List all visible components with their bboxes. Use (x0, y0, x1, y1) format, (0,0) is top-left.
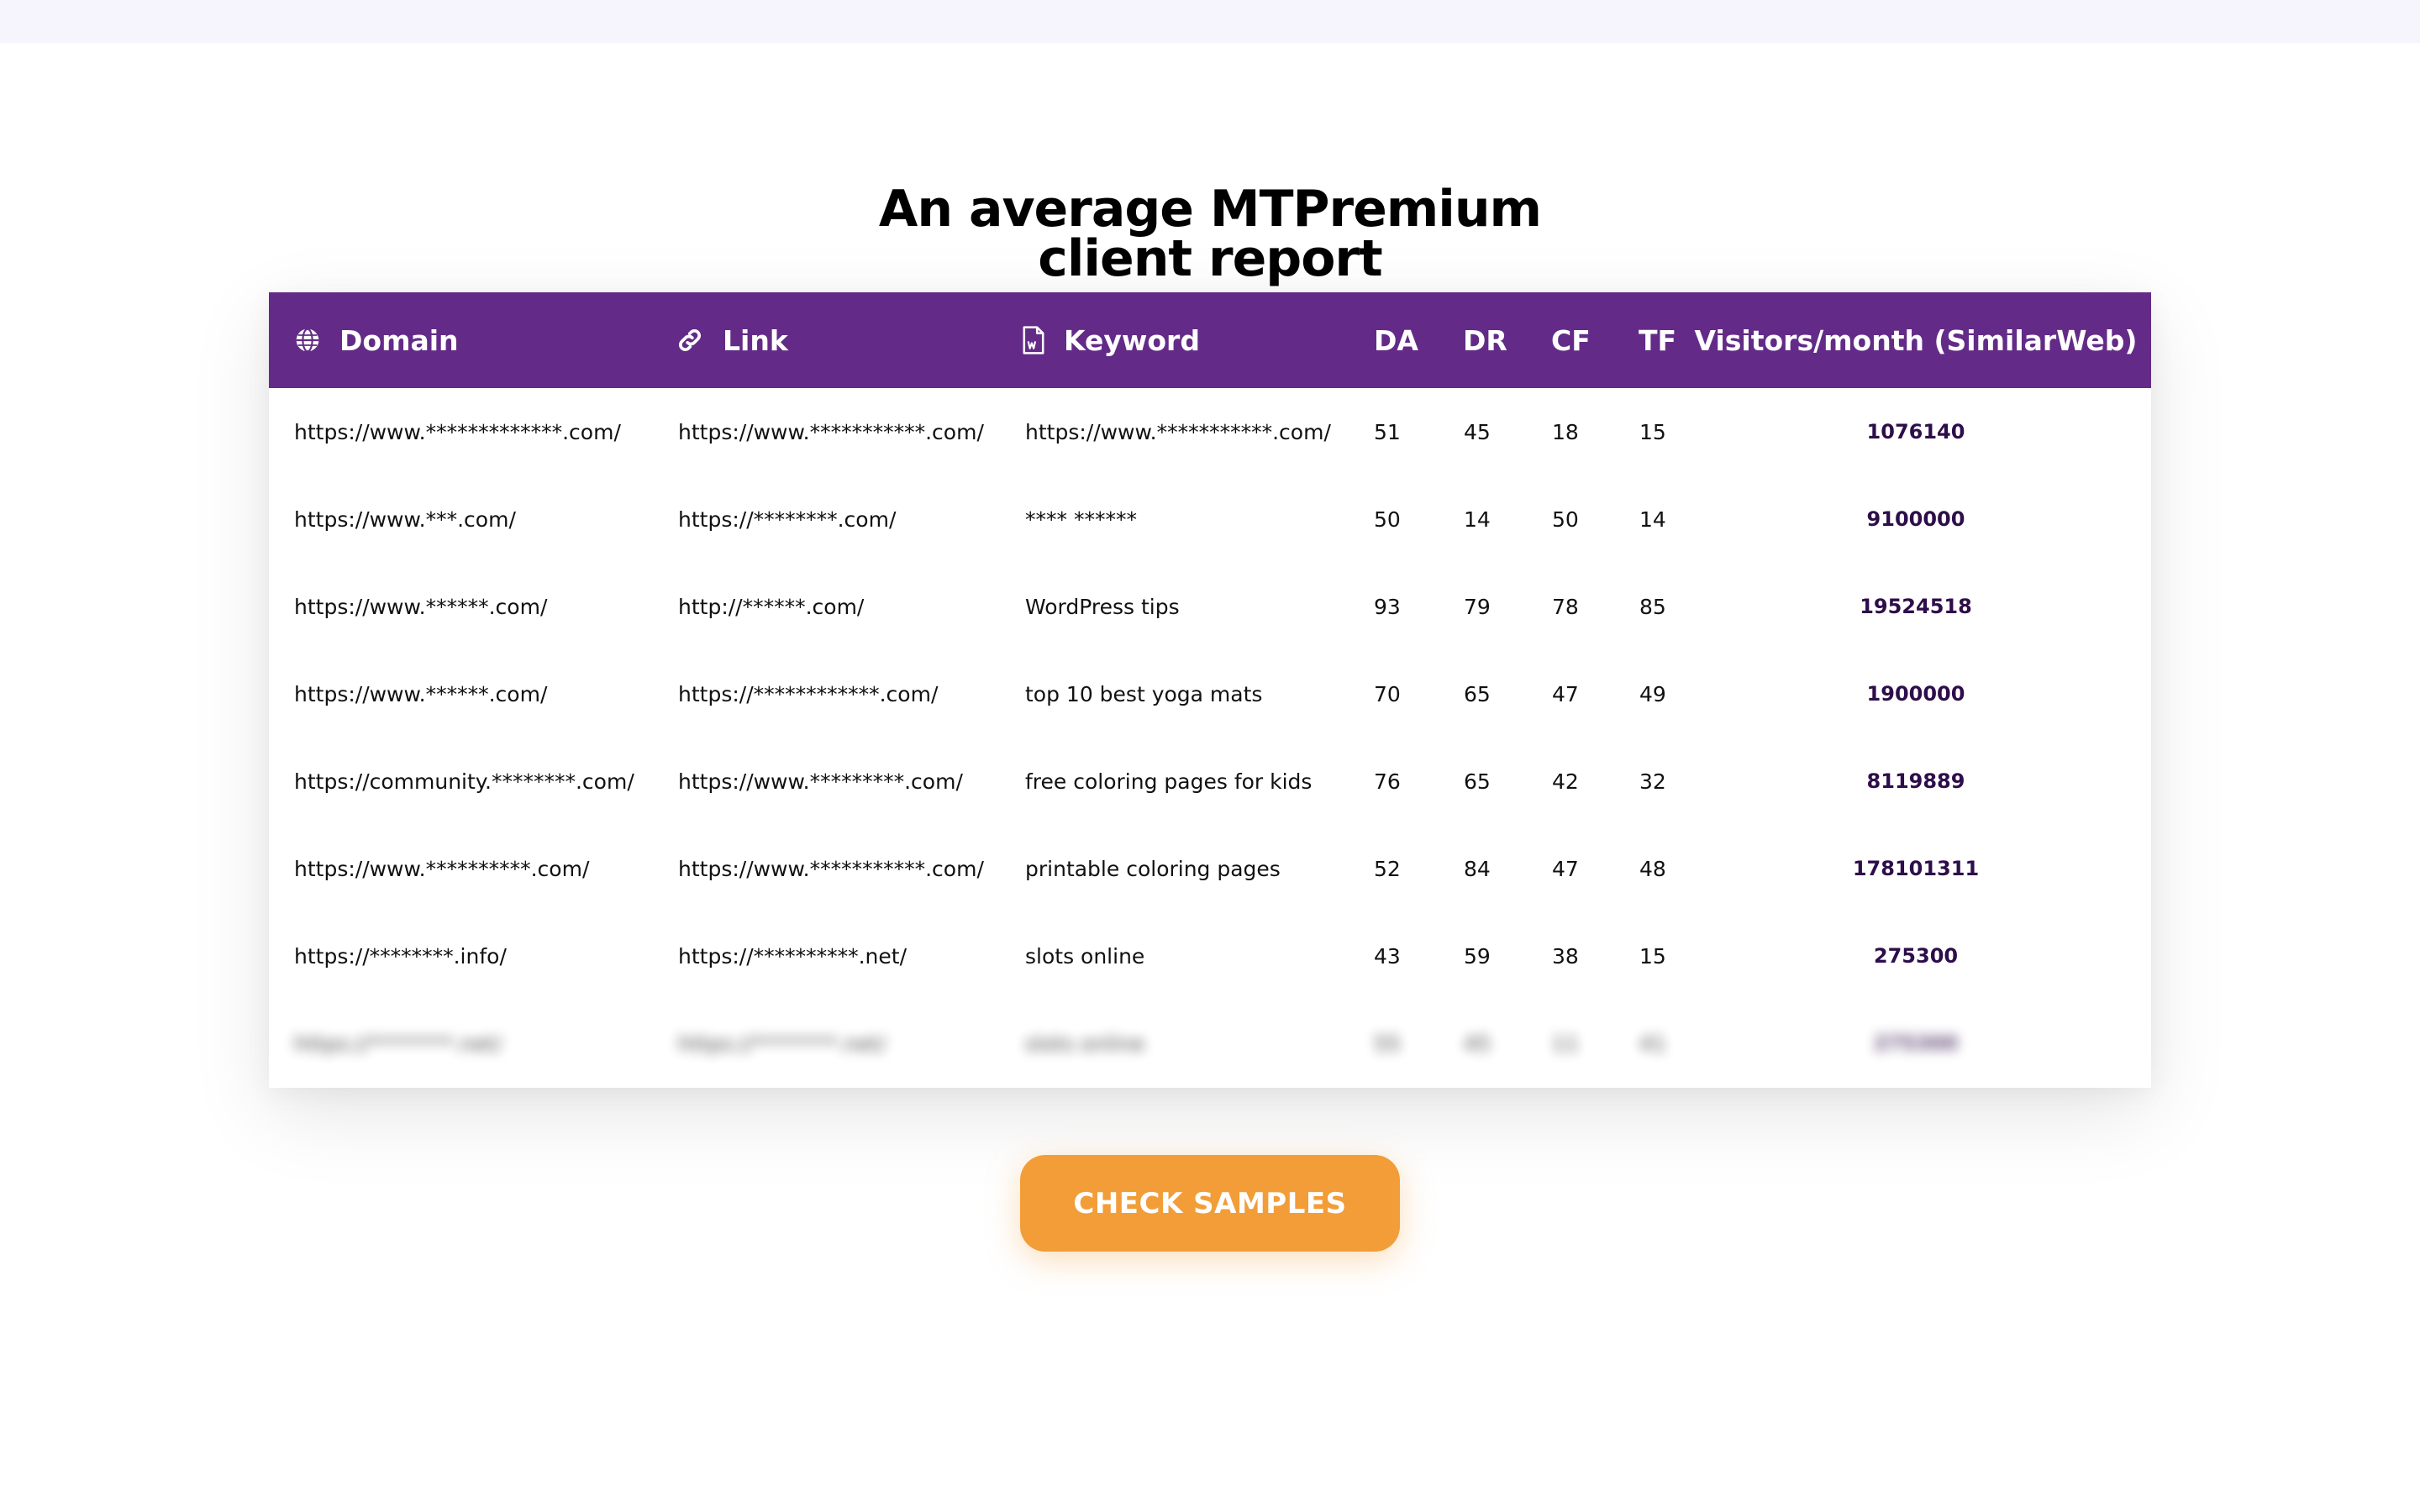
cell-dr: 65 (1464, 769, 1491, 794)
cell-visitors: 178101311 (1852, 857, 1980, 880)
cell-link: https://www.***********.com/ (678, 856, 984, 881)
cell-cf: 78 (1552, 594, 1579, 619)
cell-domain: https://********.info/ (294, 943, 507, 969)
cell-dr: 45 (1464, 419, 1491, 444)
cell-keyword: printable coloring pages (1025, 856, 1281, 881)
cell-dr: 65 (1464, 681, 1491, 706)
cell-cf: 47 (1552, 856, 1579, 881)
cell-link: https://**********.net/ (678, 943, 908, 969)
cell-link: https://www.*********.com/ (678, 769, 963, 794)
column-header-link-label: Link (723, 323, 788, 357)
table-row: https://www.**********.com/ https://www.… (269, 825, 2151, 912)
cell-keyword: top 10 best yoga mats (1025, 681, 1263, 706)
column-header-keyword: Keyword (1022, 292, 1200, 388)
table-row: https://www.******.com/ http://******.co… (269, 563, 2151, 650)
table-row: https://www.*************.com/ https://w… (269, 388, 2151, 475)
cell-da: 70 (1374, 681, 1401, 706)
cell-keyword: **** ****** (1025, 507, 1137, 532)
cell-tf: 49 (1639, 681, 1666, 706)
link-icon (679, 329, 701, 351)
cell-da: 55 (1374, 1031, 1401, 1056)
cell-da: 43 (1374, 943, 1401, 969)
cell-cf: 11 (1552, 1031, 1579, 1056)
cell-domain: https://www.******.com/ (294, 681, 548, 706)
cell-visitors: 8119889 (1866, 769, 1965, 793)
cell-dr: 84 (1464, 856, 1491, 881)
table-header: Domain Link Keyword DA DR CF TF Visitors… (269, 292, 2151, 388)
cell-visitors: 19524518 (1860, 595, 1972, 618)
top-band (0, 0, 2420, 43)
column-header-cf: CF (1551, 323, 1591, 357)
column-header-keyword-label: Keyword (1064, 323, 1200, 357)
cell-da: 51 (1374, 419, 1401, 444)
cell-domain: https://********.net/ (294, 1031, 502, 1056)
cell-dr: 14 (1464, 507, 1491, 532)
cell-cf: 18 (1552, 419, 1579, 444)
cell-dr: 59 (1464, 943, 1491, 969)
cell-tf: 14 (1639, 507, 1666, 532)
table-body: https://www.*************.com/ https://w… (269, 388, 2151, 1087)
table-row: https://www.***.com/ https://********.co… (269, 475, 2151, 563)
table-row: https://www.******.com/ https://********… (269, 650, 2151, 738)
globe-icon (296, 328, 319, 353)
cell-link: https://************.com/ (678, 681, 939, 706)
cell-keyword: WordPress tips (1025, 594, 1180, 619)
word-document-icon (1023, 326, 1044, 354)
cell-keyword: https://www.***********.com/ (1025, 419, 1331, 444)
table-row-blurred: https://********.net/ https://********.n… (269, 1000, 2151, 1087)
cell-visitors: 1076140 (1866, 420, 1965, 444)
cell-tf: 15 (1639, 943, 1666, 969)
cell-tf: 48 (1639, 856, 1666, 881)
cell-tf: 85 (1639, 594, 1666, 619)
column-header-link: Link (676, 292, 788, 388)
cell-tf: 32 (1639, 769, 1666, 794)
check-samples-button[interactable]: CHECK SAMPLES (1020, 1155, 1400, 1252)
cell-cf: 50 (1552, 507, 1579, 532)
column-header-da: DA (1374, 323, 1418, 357)
cell-link: http://******.com/ (678, 594, 865, 619)
cell-domain: https://www.*************.com/ (294, 419, 621, 444)
cell-keyword: slots online (1025, 943, 1145, 969)
section-title-line-1: An average MTPremium (878, 180, 1542, 239)
cell-domain: https://www.******.com/ (294, 594, 548, 619)
client-report-table: Domain Link Keyword DA DR CF TF Visitors… (269, 292, 2151, 1088)
cell-dr: 79 (1464, 594, 1491, 619)
cell-link: https://********.net/ (678, 1031, 886, 1056)
cell-link: https://www.***********.com/ (678, 419, 984, 444)
cell-visitors: 275300 (1873, 1032, 1959, 1055)
column-header-domain: Domain (294, 292, 459, 388)
cell-domain: https://www.***.com/ (294, 507, 516, 532)
column-header-tf: TF (1639, 323, 1677, 357)
table-row: https://********.info/ https://*********… (269, 912, 2151, 1000)
cell-da: 76 (1374, 769, 1401, 794)
cell-visitors: 9100000 (1866, 507, 1965, 531)
cell-da: 52 (1374, 856, 1401, 881)
section-title-line-2: client report (1038, 229, 1382, 289)
cell-keyword: free coloring pages for kids (1025, 769, 1313, 794)
cell-tf: 15 (1639, 419, 1666, 444)
cell-tf: 41 (1639, 1031, 1666, 1056)
cell-domain: https://www.**********.com/ (294, 856, 590, 881)
column-header-visitors: Visitors/month (SimilarWeb) (1694, 323, 2138, 357)
cell-da: 93 (1374, 594, 1401, 619)
cell-domain: https://community.********.com/ (294, 769, 634, 794)
cell-cf: 42 (1552, 769, 1579, 794)
cell-da: 50 (1374, 507, 1401, 532)
column-header-dr: DR (1463, 323, 1507, 357)
table-row: https://community.********.com/ https://… (269, 738, 2151, 825)
cell-link: https://********.com/ (678, 507, 897, 532)
cell-visitors: 1900000 (1866, 682, 1965, 706)
cell-keyword: slots online (1025, 1031, 1145, 1056)
column-header-domain-label: Domain (339, 323, 459, 357)
section-title: An average MTPremium client report (0, 180, 2420, 289)
cell-dr: 45 (1464, 1031, 1491, 1056)
cell-visitors: 275300 (1873, 944, 1959, 968)
cell-cf: 38 (1552, 943, 1579, 969)
cell-cf: 47 (1552, 681, 1579, 706)
